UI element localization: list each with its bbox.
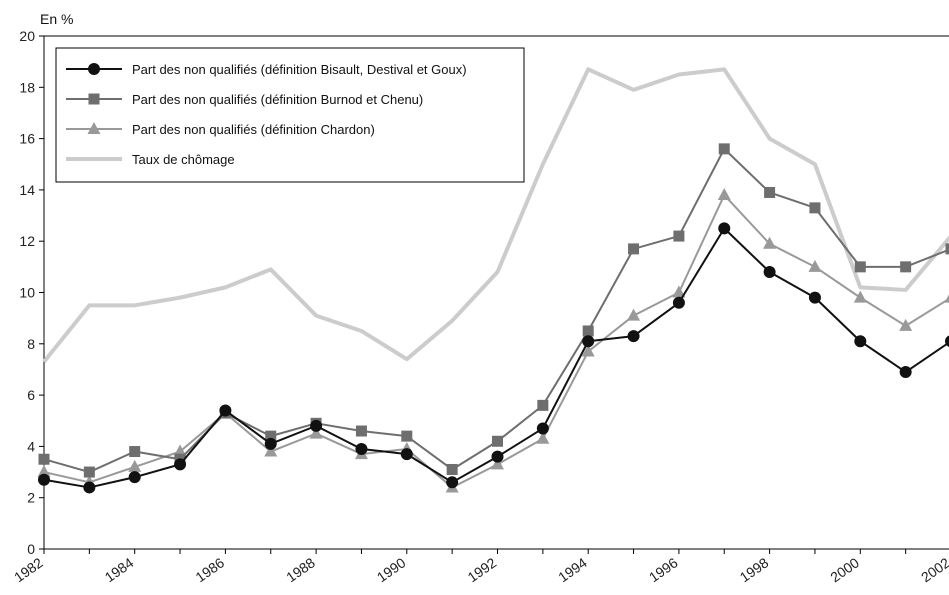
x-tick-label: 1998 (737, 554, 772, 585)
x-tick-label: 1992 (465, 554, 500, 585)
y-tick-label: 6 (27, 387, 35, 403)
data-point-triangle (37, 465, 51, 478)
legend-label: Part des non qualifiés (définition Burno… (132, 92, 423, 107)
data-point-square (265, 430, 277, 442)
legend-label: Part des non qualifiés (définition Chard… (132, 122, 375, 137)
data-point-square (718, 143, 730, 155)
y-tick-label: 10 (19, 285, 35, 301)
data-point-triangle (944, 294, 949, 303)
y-tick-label: 18 (19, 79, 35, 95)
data-point-triangle (717, 188, 731, 201)
y-tick-label: 20 (19, 28, 35, 44)
data-point-square (854, 261, 866, 273)
data-point-square (582, 325, 594, 337)
data-point-square (945, 243, 949, 255)
series-line (43, 147, 949, 474)
data-point-circle (264, 437, 277, 450)
data-point-square (355, 425, 367, 437)
data-point-circle (446, 476, 459, 489)
data-point-circle (627, 330, 640, 343)
series-group (38, 143, 949, 478)
x-tick-label: 1994 (555, 554, 590, 585)
data-point-square (764, 186, 776, 198)
data-point-square (900, 261, 912, 273)
data-point-triangle (763, 236, 777, 249)
data-point-square (628, 243, 640, 255)
data-point-circle (128, 471, 141, 484)
data-point-circle (88, 63, 100, 75)
data-point-triangle (627, 308, 641, 321)
data-point-circle (899, 366, 912, 379)
y-tick-label: 14 (19, 182, 35, 198)
data-point-triangle (899, 318, 913, 331)
y-tick-label: 16 (19, 131, 35, 147)
data-point-triangle (128, 459, 142, 472)
x-tick-label: 1986 (192, 554, 227, 585)
data-point-circle (763, 265, 776, 278)
legend: Part des non qualifiés (définition Bisau… (55, 47, 525, 183)
data-point-square (673, 230, 685, 242)
data-point-circle (219, 404, 232, 417)
x-tick-label: 1988 (283, 554, 318, 585)
y-tick-label: 0 (27, 541, 35, 557)
data-point-square (446, 463, 458, 475)
data-point-square (401, 430, 413, 442)
data-point-circle (854, 335, 867, 348)
data-point-triangle (581, 344, 595, 357)
data-point-triangle (672, 285, 686, 298)
data-point-circle (491, 450, 504, 463)
x-tick-label: 1982 (11, 554, 46, 585)
data-point-triangle (309, 426, 323, 439)
y-unit-label: En % (40, 11, 73, 27)
y-tick-label: 12 (19, 233, 35, 249)
series-line (42, 67, 949, 364)
data-point-square (88, 93, 100, 105)
data-point-circle (355, 442, 368, 455)
series-layer (37, 67, 949, 494)
data-point-circle (718, 222, 731, 235)
data-point-triangle (853, 290, 867, 303)
series-group (38, 222, 949, 494)
data-point-circle (174, 458, 187, 471)
x-tick-label: 2002 (918, 554, 949, 585)
legend-label: Part des non qualifiés (définition Bisau… (132, 62, 467, 77)
y-tick-label: 8 (27, 336, 35, 352)
y-tick-label: 4 (27, 438, 35, 454)
data-point-square (129, 446, 141, 458)
data-point-circle (83, 481, 96, 494)
data-point-triangle (173, 444, 187, 457)
data-point-circle (536, 422, 549, 435)
data-point-circle (310, 419, 323, 432)
data-point-circle (672, 296, 685, 309)
data-point-square (537, 399, 549, 411)
y-tick-label: 2 (27, 490, 35, 506)
data-point-square (809, 202, 821, 214)
legend-box (55, 47, 525, 183)
data-point-circle (808, 291, 821, 304)
x-tick-label: 2000 (827, 554, 862, 585)
data-point-square (38, 453, 50, 465)
data-point-triangle (491, 457, 504, 470)
data-point-square (83, 466, 95, 478)
series-group (37, 188, 949, 493)
x-tick-label: 1996 (646, 554, 681, 585)
data-point-circle (400, 448, 413, 461)
data-point-triangle (808, 259, 822, 272)
data-point-circle (945, 335, 949, 347)
data-point-triangle (264, 444, 278, 457)
data-point-triangle (87, 122, 101, 134)
legend-label: Taux de chômage (132, 152, 235, 167)
series-group (42, 67, 949, 364)
x-tick-label: 1990 (374, 554, 409, 585)
data-point-square (492, 435, 503, 447)
data-point-triangle (536, 431, 550, 444)
x-tick-label: 1984 (102, 554, 137, 585)
data-point-circle (582, 335, 595, 348)
data-point-circle (38, 473, 50, 486)
